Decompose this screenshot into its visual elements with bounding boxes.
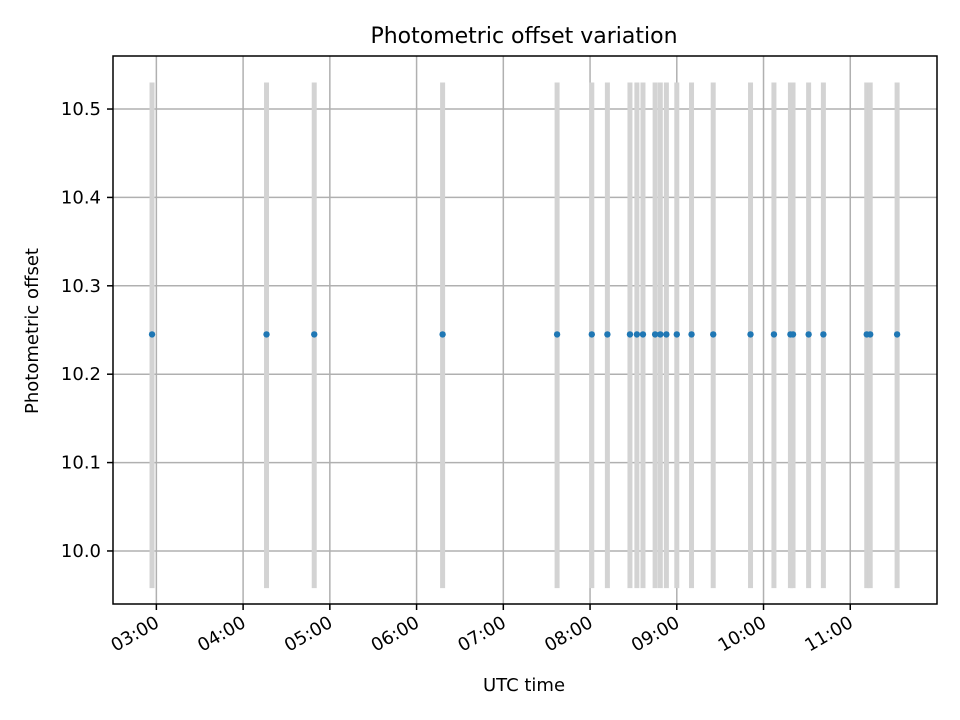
x-tick-label: 07:00 <box>454 612 509 656</box>
data-point <box>747 331 754 338</box>
data-point <box>553 331 561 338</box>
x-tick-label: 03:00 <box>107 612 162 656</box>
data-point <box>770 331 778 338</box>
y-tick-label: 10.3 <box>61 276 101 297</box>
y-axis: 10.0 10.1 10.2 10.3 10.4 10.5 <box>61 99 113 562</box>
data-point <box>311 331 318 338</box>
x-tick-label: 11:00 <box>801 612 856 656</box>
x-tick-label: 09:00 <box>628 612 683 656</box>
data-point <box>867 331 874 338</box>
data-point <box>626 331 634 338</box>
plot-frame <box>112 55 938 605</box>
y-tick-label: 10.5 <box>61 99 101 120</box>
y-tick-label: 10.0 <box>61 541 101 562</box>
data-point <box>688 331 695 338</box>
x-tick-label: 06:00 <box>368 612 423 656</box>
data-point <box>805 331 812 338</box>
data-point <box>263 331 270 338</box>
data-point <box>588 331 595 338</box>
y-tick-label: 10.2 <box>61 364 101 385</box>
y-axis-label: Photometric offset <box>22 248 43 414</box>
x-tick-label: 10:00 <box>715 612 770 656</box>
data-point <box>633 331 641 338</box>
chart-title: Photometric offset variation <box>370 24 677 49</box>
data-points <box>148 331 901 338</box>
data-point <box>893 331 901 338</box>
data-point <box>789 331 797 338</box>
data-point <box>663 331 670 338</box>
data-point <box>673 331 680 338</box>
data-point <box>820 331 827 338</box>
x-tick-label: 05:00 <box>281 612 336 656</box>
x-axis: 03:00 04:00 05:00 06:00 07:00 08:00 09:00 10:00… <box>107 604 857 656</box>
data-point <box>651 331 659 338</box>
x-axis-label: UTC time <box>483 675 565 696</box>
data-point <box>148 331 156 338</box>
data-point <box>604 331 611 338</box>
grid <box>113 56 937 604</box>
data-point <box>439 331 446 338</box>
y-tick-label: 10.1 <box>61 453 101 474</box>
data-point <box>639 331 647 338</box>
x-tick-label: 08:00 <box>541 612 596 656</box>
x-tick-label: 04:00 <box>194 612 249 656</box>
data-point <box>657 331 664 338</box>
data-point <box>710 331 717 338</box>
y-tick-label: 10.4 <box>61 187 101 208</box>
